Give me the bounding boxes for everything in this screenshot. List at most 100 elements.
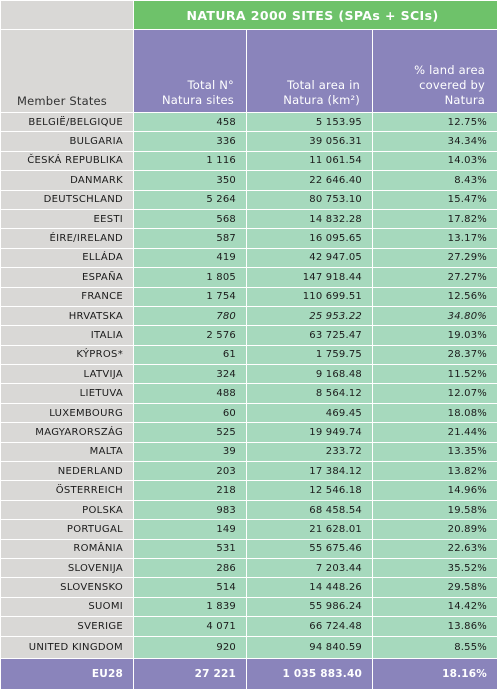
table-row: SLOVENSKO 514 14 448.26 29.58% [0,577,497,598]
table-row: BELGIË/BELGIQUE 458 5 153.95 12.75% [0,111,497,133]
header-blank-cell [0,0,134,30]
total-pct: 18.16% [371,657,497,690]
table-row: EESTI 568 14 832.28 17.82% [0,208,497,230]
total-area: 1 035 883.40 [246,657,373,690]
pct-value: 14.42% [371,596,497,618]
member-state-name: BULGARIA [0,131,134,152]
area-value: 8 564.12 [246,383,373,404]
area-header: Total area in Natura (km²) [246,29,373,113]
sites-value: 514 [133,577,247,598]
pct-header-line1: % land area [414,63,486,77]
area-value: 233.72 [246,441,373,463]
sites-value: 458 [133,111,247,133]
sites-value: 983 [133,499,247,521]
member-state-name: ČESKÁ REPUBLIKA [0,150,134,172]
sites-value: 203 [133,461,247,482]
pct-value: 13.82% [371,461,497,482]
sites-value: 4 071 [133,616,247,637]
sites-value: 218 [133,480,247,501]
pct-value: 27.29% [371,247,497,269]
group-header-row: NATURA 2000 SITES (SPAs + SCIs) [0,0,497,30]
area-value: 110 699.51 [246,286,373,307]
area-value: 469.45 [246,402,373,424]
pct-value: 18.08% [371,402,497,424]
table-row: ESPAÑA 1 805 147 918.44 27.27% [0,267,497,288]
table-row: ROMÂNIA 531 55 675.46 22.63% [0,538,497,559]
table-row: PORTUGAL 149 21 628.01 20.89% [0,519,497,540]
pct-value: 34.80% [371,305,497,327]
area-value: 63 725.47 [246,325,373,346]
sites-value: 60 [133,402,247,424]
table-row: POLSKA 983 68 458.54 19.58% [0,499,497,521]
member-state-name: SLOVENIJA [0,557,134,579]
area-value: 19 949.74 [246,422,373,443]
area-value: 14 448.26 [246,577,373,598]
member-state-name: ITALIA [0,325,134,346]
total-row: EU28 27 221 1 035 883.40 18.16% [0,657,497,690]
sites-value: 780 [133,305,247,327]
area-value: 42 947.05 [246,247,373,269]
pct-value: 13.17% [371,228,497,249]
area-value: 16 095.65 [246,228,373,249]
table-row: DEUTSCHLAND 5 264 80 753.10 15.47% [0,189,497,210]
area-value: 39 056.31 [246,131,373,152]
sites-value: 587 [133,228,247,249]
member-state-name: SUOMI [0,596,134,618]
pct-value: 11.52% [371,364,497,385]
area-value: 80 753.10 [246,189,373,210]
member-state-name: MAGYARORSZÁG [0,422,134,443]
pct-value: 21.44% [371,422,497,443]
pct-value: 12.75% [371,111,497,133]
area-value: 55 675.46 [246,538,373,559]
table-row: ITALIA 2 576 63 725.47 19.03% [0,325,497,346]
member-state-name: LUXEMBOURG [0,402,134,424]
member-state-name: SVERIGE [0,616,134,637]
pct-value: 8.55% [371,635,497,659]
pct-value: 20.89% [371,519,497,540]
pct-header-line3: Natura [444,93,486,107]
sites-value: 531 [133,538,247,559]
member-state-name: DANMARK [0,170,134,191]
pct-header: % land area covered by Natura [371,29,497,113]
pct-value: 15.47% [371,189,497,210]
sites-value: 419 [133,247,247,269]
pct-value: 8.43% [371,170,497,191]
member-state-name: MALTA [0,441,134,463]
member-state-name: PORTUGAL [0,519,134,540]
sites-value: 149 [133,519,247,540]
table-row: UNITED KINGDOM 920 94 840.59 8.55% [0,635,497,659]
sites-value: 525 [133,422,247,443]
area-value: 25 953.22 [246,305,373,327]
sites-header: Total N° Natura sites [133,29,247,113]
pct-value: 14.96% [371,480,497,501]
member-states-header: Member States [0,29,134,113]
table-row: SLOVENIJA 286 7 203.44 35.52% [0,557,497,579]
table-row: KÝPROS* 61 1 759.75 28.37% [0,344,497,366]
area-value: 17 384.12 [246,461,373,482]
member-state-name: DEUTSCHLAND [0,189,134,210]
area-value: 9 168.48 [246,364,373,385]
group-header: NATURA 2000 SITES (SPAs + SCIs) [132,0,497,30]
sites-value: 1 839 [133,596,247,618]
table-row: ÉIRE/IRELAND 587 16 095.65 13.17% [0,228,497,249]
area-value: 5 153.95 [246,111,373,133]
pct-value: 19.03% [371,325,497,346]
sites-value: 1 754 [133,286,247,307]
table-row: ČESKÁ REPUBLIKA 1 116 11 061.54 14.03% [0,150,497,172]
table-row: SUOMI 1 839 55 986.24 14.42% [0,596,497,618]
total-label: EU28 [0,657,134,690]
member-state-name: ELLÁDA [0,247,134,269]
sites-value: 336 [133,131,247,152]
area-value: 7 203.44 [246,557,373,579]
area-value: 147 918.44 [246,267,373,288]
pct-header-line2: covered by [419,78,486,92]
sites-value: 286 [133,557,247,579]
pct-value: 29.58% [371,577,497,598]
pct-value: 28.37% [371,344,497,366]
table-row: FRANCE 1 754 110 699.51 12.56% [0,286,497,307]
pct-value: 12.56% [371,286,497,307]
area-value: 22 646.40 [246,170,373,191]
area-value: 21 628.01 [246,519,373,540]
member-state-name: KÝPROS* [0,344,134,366]
